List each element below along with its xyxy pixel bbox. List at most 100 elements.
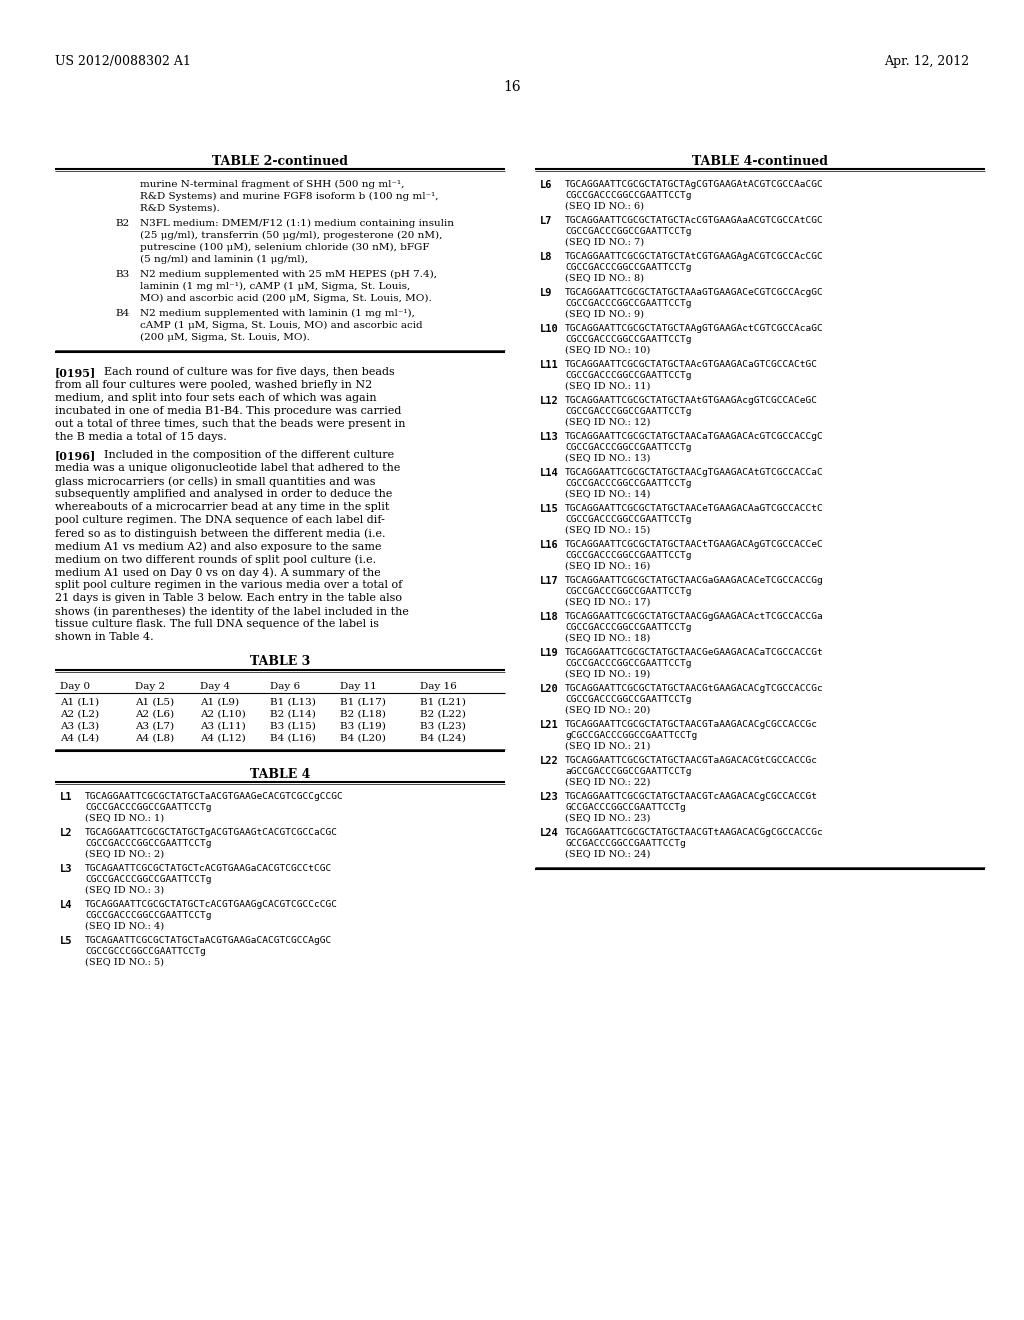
Text: (SEQ ID NO.: 21): (SEQ ID NO.: 21)	[565, 742, 650, 751]
Text: cAMP (1 μM, Sigma, St. Louis, MO) and ascorbic acid: cAMP (1 μM, Sigma, St. Louis, MO) and as…	[140, 321, 423, 330]
Text: TGCAGGAATTCGCGCTATGCTAACgTGAAGACAtGTCGCCACCaC: TGCAGGAATTCGCGCTATGCTAACgTGAAGACAtGTCGCC…	[565, 469, 823, 477]
Text: murine N-terminal fragment of SHH (500 ng ml⁻¹,: murine N-terminal fragment of SHH (500 n…	[140, 180, 404, 189]
Text: L24: L24	[540, 828, 559, 838]
Text: TGCAGAATTCGCGCTATGCTaACGTGAAGaCACGTCGCCAgGC: TGCAGAATTCGCGCTATGCTaACGTGAAGaCACGTCGCCA…	[85, 936, 332, 945]
Text: L2: L2	[60, 828, 73, 838]
Text: B3 (L23): B3 (L23)	[420, 722, 466, 731]
Text: A2 (L10): A2 (L10)	[200, 710, 246, 719]
Text: (SEQ ID NO.: 20): (SEQ ID NO.: 20)	[565, 706, 650, 715]
Text: L13: L13	[540, 432, 559, 442]
Text: TABLE 4-continued: TABLE 4-continued	[692, 154, 828, 168]
Text: TGCAGGAATTCGCGCTATGCTAACGTcAAGACACgCGCCACCGt: TGCAGGAATTCGCGCTATGCTAACGTcAAGACACgCGCCA…	[565, 792, 818, 801]
Text: GCCGACCCGGCCGAATTCCTg: GCCGACCCGGCCGAATTCCTg	[565, 840, 686, 847]
Text: (5 ng/ml) and laminin (1 μg/ml),: (5 ng/ml) and laminin (1 μg/ml),	[140, 255, 308, 264]
Text: (SEQ ID NO.: 18): (SEQ ID NO.: 18)	[565, 634, 650, 643]
Text: (SEQ ID NO.: 10): (SEQ ID NO.: 10)	[565, 346, 650, 355]
Text: MO) and ascorbic acid (200 μM, Sigma, St. Louis, MO).: MO) and ascorbic acid (200 μM, Sigma, St…	[140, 294, 432, 304]
Text: TGCAGGAATTCGCGCTATGCTAAcGTGAAGACaGTCGCCACtGC: TGCAGGAATTCGCGCTATGCTAAcGTGAAGACaGTCGCCA…	[565, 360, 818, 370]
Text: (SEQ ID NO.: 13): (SEQ ID NO.: 13)	[565, 454, 650, 463]
Text: putrescine (100 μM), selenium chloride (30 nM), bFGF: putrescine (100 μM), selenium chloride (…	[140, 243, 429, 252]
Text: medium A1 used on Day 0 vs on day 4). A summary of the: medium A1 used on Day 0 vs on day 4). A …	[55, 568, 381, 578]
Text: gCGCCGACCCGGCCGAATTCCTg: gCGCCGACCCGGCCGAATTCCTg	[565, 731, 697, 741]
Text: B4: B4	[115, 309, 129, 318]
Text: the B media a total of 15 days.: the B media a total of 15 days.	[55, 432, 226, 442]
Text: TGCAGGAATTCGCGCTATGCTAACGeGAAGACACaTCGCCACCGt: TGCAGGAATTCGCGCTATGCTAACGeGAAGACACaTCGCC…	[565, 648, 823, 657]
Text: Each round of culture was for five days, then beads: Each round of culture was for five days,…	[97, 367, 394, 378]
Text: CGCCGACCCGGCCGAATTCCTg: CGCCGACCCGGCCGAATTCCTg	[565, 515, 691, 524]
Text: (SEQ ID NO.: 2): (SEQ ID NO.: 2)	[85, 850, 164, 859]
Text: (SEQ ID NO.: 11): (SEQ ID NO.: 11)	[565, 381, 650, 391]
Text: CGCCGACCCGGCCGAATTCCTg: CGCCGACCCGGCCGAATTCCTg	[565, 335, 691, 345]
Text: B2 (L22): B2 (L22)	[420, 710, 466, 719]
Text: 16: 16	[503, 81, 521, 94]
Text: (SEQ ID NO.: 19): (SEQ ID NO.: 19)	[565, 671, 650, 678]
Text: (25 μg/ml), transferrin (50 μg/ml), progesterone (20 nM),: (25 μg/ml), transferrin (50 μg/ml), prog…	[140, 231, 442, 240]
Text: (SEQ ID NO.: 23): (SEQ ID NO.: 23)	[565, 814, 650, 822]
Text: Day 16: Day 16	[420, 682, 457, 690]
Text: TGCAGAATTCGCGCTATGCTcACGTGAAGaCACGTCGCCtCGC: TGCAGAATTCGCGCTATGCTcACGTGAAGaCACGTCGCCt…	[85, 865, 332, 873]
Text: CGCCGACCCGGCCGAATTCCTg: CGCCGACCCGGCCGAATTCCTg	[565, 300, 691, 308]
Text: CGCCGACCCGGCCGAATTCCTg: CGCCGACCCGGCCGAATTCCTg	[565, 659, 691, 668]
Text: 21 days is given in Table 3 below. Each entry in the table also: 21 days is given in Table 3 below. Each …	[55, 593, 402, 603]
Text: CGCCGACCCGGCCGAATTCCTg: CGCCGACCCGGCCGAATTCCTg	[565, 623, 691, 632]
Text: GCCGACCCGGCCGAATTCCTg: GCCGACCCGGCCGAATTCCTg	[565, 803, 686, 812]
Text: TGCAGGAATTCGCGCTATGCTAACGTtAAGACACGgCGCCACCGc: TGCAGGAATTCGCGCTATGCTAACGTtAAGACACGgCGCC…	[565, 828, 823, 837]
Text: (SEQ ID NO.: 7): (SEQ ID NO.: 7)	[565, 238, 644, 247]
Text: TGCAGGAATTCGCGCTATGCTAtCGTGAAGAgACGTCGCCAcCGC: TGCAGGAATTCGCGCTATGCTAtCGTGAAGAgACGTCGCC…	[565, 252, 823, 261]
Text: (SEQ ID NO.: 12): (SEQ ID NO.: 12)	[565, 418, 650, 426]
Text: glass microcarriers (or cells) in small quantities and was: glass microcarriers (or cells) in small …	[55, 477, 376, 487]
Text: CGCCGACCCGGCCGAATTCCTg: CGCCGACCCGGCCGAATTCCTg	[85, 803, 212, 812]
Text: L14: L14	[540, 469, 559, 478]
Text: CGCCGACCCGGCCGAATTCCTg: CGCCGACCCGGCCGAATTCCTg	[85, 875, 212, 884]
Text: (SEQ ID NO.: 6): (SEQ ID NO.: 6)	[565, 202, 644, 211]
Text: L10: L10	[540, 323, 559, 334]
Text: TGCAGGAATTCGCGCTATGCTAACGtGAAGACACgTCGCCACCGc: TGCAGGAATTCGCGCTATGCTAACGtGAAGACACgTCGCC…	[565, 684, 823, 693]
Text: medium, and split into four sets each of which was again: medium, and split into four sets each of…	[55, 393, 377, 403]
Text: R&D Systems).: R&D Systems).	[140, 205, 220, 213]
Text: L6: L6	[540, 180, 553, 190]
Text: (SEQ ID NO.: 24): (SEQ ID NO.: 24)	[565, 850, 650, 859]
Text: B3: B3	[115, 271, 129, 279]
Text: CGCCGACCCGGCCGAATTCCTg: CGCCGACCCGGCCGAATTCCTg	[565, 407, 691, 416]
Text: (SEQ ID NO.: 4): (SEQ ID NO.: 4)	[85, 921, 164, 931]
Text: L23: L23	[540, 792, 559, 803]
Text: (SEQ ID NO.: 5): (SEQ ID NO.: 5)	[85, 958, 164, 968]
Text: (SEQ ID NO.: 17): (SEQ ID NO.: 17)	[565, 598, 650, 607]
Text: N2 medium supplemented with laminin (1 mg ml⁻¹),: N2 medium supplemented with laminin (1 m…	[140, 309, 415, 318]
Text: (SEQ ID NO.: 9): (SEQ ID NO.: 9)	[565, 310, 644, 319]
Text: A4 (L12): A4 (L12)	[200, 734, 246, 743]
Text: CGCCGACCCGGCCGAATTCCTg: CGCCGACCCGGCCGAATTCCTg	[565, 587, 691, 597]
Text: TGCAGGAATTCGCGCTATGCTAACGgGAAGACActTCGCCACCGa: TGCAGGAATTCGCGCTATGCTAACGgGAAGACActTCGCC…	[565, 612, 823, 620]
Text: media was a unique oligonucleotide label that adhered to the: media was a unique oligonucleotide label…	[55, 463, 400, 473]
Text: B3 (L15): B3 (L15)	[270, 722, 315, 731]
Text: L22: L22	[540, 756, 559, 766]
Text: CGCCGACCCGGCCGAATTCCTg: CGCCGACCCGGCCGAATTCCTg	[85, 911, 212, 920]
Text: CGCCGACCCGGCCGAATTCCTg: CGCCGACCCGGCCGAATTCCTg	[565, 371, 691, 380]
Text: CGCCGACCCGGCCGAATTCCTg: CGCCGACCCGGCCGAATTCCTg	[565, 227, 691, 236]
Text: L20: L20	[540, 684, 559, 694]
Text: TGCAGGAATTCGCGCTATGCTAACaTGAAGACAcGTCGCCACCgC: TGCAGGAATTCGCGCTATGCTAACaTGAAGACAcGTCGCC…	[565, 432, 823, 441]
Text: Apr. 12, 2012: Apr. 12, 2012	[884, 55, 969, 69]
Text: B2: B2	[115, 219, 129, 228]
Text: B2 (L18): B2 (L18)	[340, 710, 386, 719]
Text: from all four cultures were pooled, washed briefly in N2: from all four cultures were pooled, wash…	[55, 380, 373, 389]
Text: (SEQ ID NO.: 8): (SEQ ID NO.: 8)	[565, 275, 644, 282]
Text: L1: L1	[60, 792, 73, 803]
Text: A4 (L8): A4 (L8)	[135, 734, 174, 743]
Text: subsequently amplified and analysed in order to deduce the: subsequently amplified and analysed in o…	[55, 488, 392, 499]
Text: A1 (L1): A1 (L1)	[60, 698, 99, 708]
Text: Day 0: Day 0	[60, 682, 90, 690]
Text: (SEQ ID NO.: 22): (SEQ ID NO.: 22)	[565, 777, 650, 787]
Text: Day 6: Day 6	[270, 682, 300, 690]
Text: N2 medium supplemented with 25 mM HEPES (pH 7.4),: N2 medium supplemented with 25 mM HEPES …	[140, 271, 437, 279]
Text: (SEQ ID NO.: 3): (SEQ ID NO.: 3)	[85, 886, 164, 895]
Text: TGCAGGAATTCGCGCTATGCTAAtGTGAAGAcgGTCGCCACeGC: TGCAGGAATTCGCGCTATGCTAAtGTGAAGAcgGTCGCCA…	[565, 396, 818, 405]
Text: aGCCGACCCGGCCGAATTCCTg: aGCCGACCCGGCCGAATTCCTg	[565, 767, 691, 776]
Text: L7: L7	[540, 216, 553, 226]
Text: Day 11: Day 11	[340, 682, 377, 690]
Text: N3FL medium: DMEM/F12 (1:1) medium containing insulin: N3FL medium: DMEM/F12 (1:1) medium conta…	[140, 219, 454, 228]
Text: Day 2: Day 2	[135, 682, 165, 690]
Text: CGCCGACCCGGCCGAATTCCTg: CGCCGACCCGGCCGAATTCCTg	[565, 696, 691, 704]
Text: TGCAGGAATTCGCGCTATGCTgACGTGAAGtCACGTCGCCaCGC: TGCAGGAATTCGCGCTATGCTgACGTGAAGtCACGTCGCC…	[85, 828, 338, 837]
Text: shown in Table 4.: shown in Table 4.	[55, 632, 154, 642]
